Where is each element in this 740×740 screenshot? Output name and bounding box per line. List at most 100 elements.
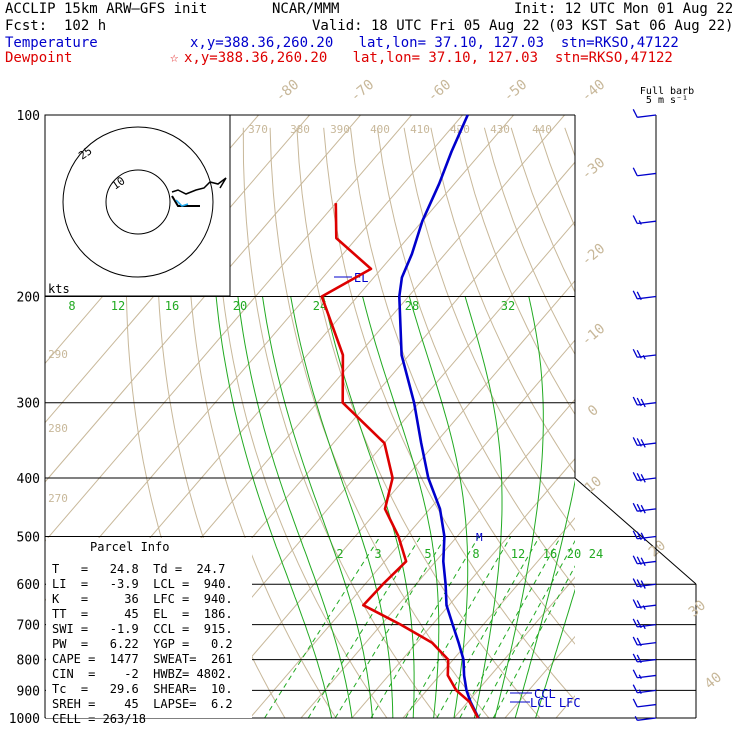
wind-barb-half-flag [638,220,642,225]
dewpoint-location-info: x,y=388.36,260.20 lat,lon= 37.10, 127.03… [184,50,673,66]
dry-adiabat [510,127,575,294]
pressure-tick-label: 700 [17,619,40,634]
parcel-info-panel [46,538,252,718]
wind-barb-flag [636,531,642,541]
moist-adiabat [323,296,415,718]
pressure-tick-label: 500 [17,530,40,545]
wind-barb-flag [636,579,642,588]
wind-barb-flag [632,669,638,679]
moist-adiabat [535,588,575,718]
mixing-ratio-line [334,536,447,718]
parcel-row: K = 36 LFC = 940. [52,592,233,606]
wind-barb [632,599,657,610]
theta-label: 410 [410,123,430,136]
wind-barb-flag [632,502,638,512]
dry-adiabat [457,127,575,416]
mixing-ratio-line [459,536,562,718]
parcel-row: PW = 6.22 YGP = 0.2 [52,637,233,651]
theta-label: 280 [48,422,68,435]
dry-adiabat [242,127,439,718]
hodograph-ring [105,169,171,235]
isotherm [249,339,575,718]
dewpoint-legend: Dewpoint [5,50,73,66]
theta-label: 370 [248,123,268,136]
theta-label: 390 [330,123,350,136]
el-label: EL [354,271,368,285]
m-label: M [476,531,483,544]
wind-barb [634,716,657,721]
isotherm [198,280,575,718]
mixing-ratio-label: 20 [567,547,581,561]
hodograph-unit-label: kts [48,282,70,296]
isotherm [351,457,575,718]
wind-barb-flag [640,532,646,542]
wind-barb-flag [640,439,646,448]
wind-barb-half-flag [642,354,646,360]
wind-barb [632,578,657,589]
hodograph-low-level [175,199,189,207]
moist-adiabat [237,296,353,718]
wind-barb-flag [636,473,642,482]
model-title: ACCLIP 15km ARW–GFS init [5,1,208,17]
mixing-ratio-label: 16 [543,547,557,561]
moist-adiabat [362,296,440,718]
wind-barb [632,348,657,360]
hodograph-ring-label: 25 [76,144,94,162]
wind-barb-shaft [637,114,657,118]
moist-adiabat [514,479,575,718]
skew-temp-label: -20 [579,241,609,270]
isotherm [300,398,575,718]
wind-barb-flag [640,580,646,589]
wind-barb [632,684,657,694]
wind-legend-line2: 5 m s⁻¹ [645,95,689,106]
dry-adiabat [592,128,740,731]
pressure-tick-label: 900 [17,684,40,699]
pressure-tick-label: 800 [17,654,40,669]
wind-barb-flag [640,557,646,567]
isotherm [45,115,361,483]
mixing-ratio-line [370,536,480,718]
mixing-ratio-line [492,565,575,718]
parcel-row: Tc = 29.6 SHEAR= 10. [52,682,233,696]
wind-barb-flag [640,504,646,514]
isotherm [453,576,575,718]
skew-temp-label: 10 [582,473,605,496]
wind-barb-flag [632,167,638,177]
wind-barb-half-flag [638,674,642,680]
skew-temp-label: -40 [579,77,609,106]
isotherm [658,115,740,718]
ccl-label: CCL [534,687,556,701]
pressure-tick-label: 600 [17,578,40,593]
wind-barb-flag [632,555,638,565]
wind-barb-flag [636,637,642,647]
wind-barb-flag [632,578,638,587]
pressure-tick-label: 200 [17,291,40,306]
wind-barb [632,437,657,448]
dry-adiabat [215,127,388,718]
theta-e-label: 16 [165,299,179,313]
wind-barb-flag [636,503,642,513]
dry-adiabat [699,128,740,731]
wind-barb-flag [632,215,638,224]
wind-barb-shaft [637,717,657,721]
wind-barb [632,472,657,483]
theta-e-label: 8 [68,299,75,313]
wind-barb-flag [632,109,638,118]
isotherm [607,115,740,718]
wind-barb [632,290,657,301]
wind-barb-flag [632,653,638,663]
theta-label: 400 [370,123,390,136]
skew-temp-label: -80 [273,77,303,106]
skew-temp-label: 30 [686,597,709,620]
wind-barb [632,167,657,177]
parcel-info-title: Parcel Info [90,540,170,554]
parcel-row: LI = -3.9 LCL = 940. [52,577,233,591]
lcl-lfc-label: LCL LFC [530,696,581,710]
wind-barb [632,698,657,708]
moist-adiabat [464,296,503,718]
wind-barb-flag [640,398,646,408]
mixing-ratio-line [307,536,422,718]
isotherm [555,695,575,718]
theta-e-label: 12 [111,299,125,313]
wind-barb [632,669,657,680]
